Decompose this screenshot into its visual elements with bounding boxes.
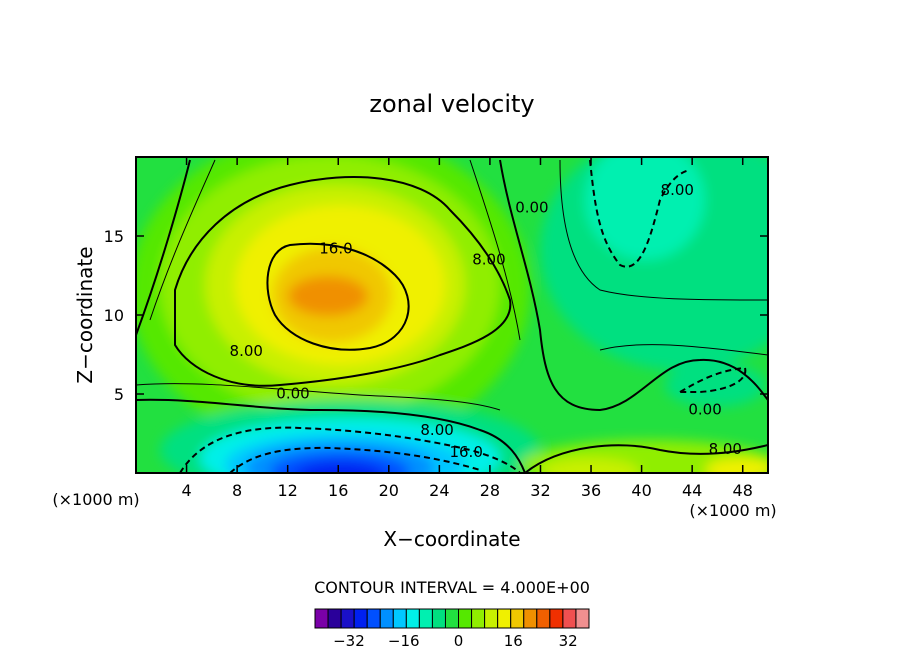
x-tick-label: 24 <box>429 481 449 500</box>
x-tick-label: 40 <box>631 481 651 500</box>
contour-label: 8.00 <box>230 342 263 360</box>
colorbar-tick-label: 16 <box>504 632 523 650</box>
contour-label: 0.00 <box>688 401 721 419</box>
x-axis-label: X−coordinate <box>383 527 520 551</box>
x-unit-right: (×1000 m) <box>689 501 776 520</box>
x-tick-label: 4 <box>181 481 191 500</box>
colorbar-swatch <box>536 608 551 629</box>
contour-label: 16.0 <box>319 239 352 257</box>
x-tick-label: 16 <box>328 481 348 500</box>
contour-0 <box>136 159 768 473</box>
contour-labels: 16.0 8.00 0.00 8.00 8.00 0.00 8.00 16.0 0.00 8.00 <box>230 181 742 461</box>
contour-interval-label: CONTOUR INTERVAL = 4.000E+00 <box>314 578 590 597</box>
y-tick-label: 10 <box>104 306 124 325</box>
x-tick-label: 12 <box>278 481 298 500</box>
contour-label: 0.00 <box>276 385 309 403</box>
colorbar-swatch <box>497 608 512 629</box>
field-blob-plus-br2 <box>540 458 640 473</box>
colorbar-swatch <box>562 608 577 629</box>
colorbar-swatch <box>405 608 420 629</box>
x-tick-label: 44 <box>682 481 702 500</box>
x-tick-label: 8 <box>232 481 242 500</box>
colorbar-swatch <box>444 608 460 629</box>
colorbar-swatch <box>366 608 381 629</box>
contour-8-br <box>524 444 768 473</box>
colorbar-swatch <box>353 608 368 629</box>
colorbar-swatch <box>575 608 590 629</box>
contour-label: 8.00 <box>661 181 694 199</box>
colorbar-swatch <box>392 608 407 629</box>
colorbar-swatch <box>458 608 473 629</box>
colorbar-tick-label: 0 <box>454 632 464 650</box>
colorbar-tick-label: 32 <box>559 632 578 650</box>
x-axis-ticks: 4 8 12 16 20 24 28 32 36 40 44 48 <box>181 157 753 500</box>
colorbar-swatch <box>523 608 538 629</box>
colorbar-swatch <box>484 608 499 629</box>
contour-minus16-dashed <box>229 446 481 473</box>
colorbar-swatch <box>314 608 329 629</box>
colorbar-swatch <box>549 608 564 629</box>
field-blob-minus24 <box>296 462 384 473</box>
colorbar-tick-label: −32 <box>333 632 365 650</box>
contour-minus8-dashed <box>179 159 747 473</box>
y-tick-label: 5 <box>114 385 124 404</box>
colorbar-swatch <box>471 608 486 629</box>
colorbar-swatch <box>431 608 446 629</box>
contour-4 <box>136 159 521 411</box>
x-tick-label: 32 <box>530 481 550 500</box>
contour-lines <box>136 159 768 473</box>
y-axis-label: Z−coordinate <box>73 246 97 383</box>
contour-label: 8.00 <box>472 250 505 268</box>
colorbar <box>314 608 590 629</box>
x-tick-label: 20 <box>379 481 399 500</box>
x-tick-label: 36 <box>581 481 601 500</box>
y-axis-ticks: 5 10 15 <box>104 227 768 404</box>
field-blob-plus24 <box>288 276 368 316</box>
contour-label: 0.00 <box>515 198 548 216</box>
field-blob-minus-r <box>665 363 765 407</box>
colorbar-swatch <box>327 608 342 629</box>
contour-minus4 <box>559 159 768 356</box>
colorbar-tick-label: −16 <box>388 632 420 650</box>
field-blob-plus-br3 <box>705 458 768 473</box>
contour-8 <box>174 176 512 387</box>
colorbar-ticks: −32 −16 0 16 32 <box>333 632 578 650</box>
field-blob-minus8 <box>585 157 705 260</box>
colorbar-swatch <box>418 608 433 629</box>
x-tick-label: 48 <box>733 481 753 500</box>
plot-area: 16.0 8.00 0.00 8.00 8.00 0.00 8.00 16.0 0.00 8.00 <box>136 157 768 473</box>
colorbar-swatch <box>510 608 525 629</box>
contour-label: 8.00 <box>709 440 742 458</box>
colorbar-swatch <box>340 608 355 629</box>
x-unit-left: (×1000 m) <box>52 490 139 509</box>
chart-title: zonal velocity <box>369 90 534 118</box>
contour-16 <box>266 242 410 351</box>
x-tick-label: 28 <box>480 481 500 500</box>
colorbar-swatch <box>379 608 394 629</box>
contour-label: 16.0 <box>449 443 482 461</box>
contour-label: 8.00 <box>420 421 453 439</box>
y-tick-label: 15 <box>104 227 124 246</box>
